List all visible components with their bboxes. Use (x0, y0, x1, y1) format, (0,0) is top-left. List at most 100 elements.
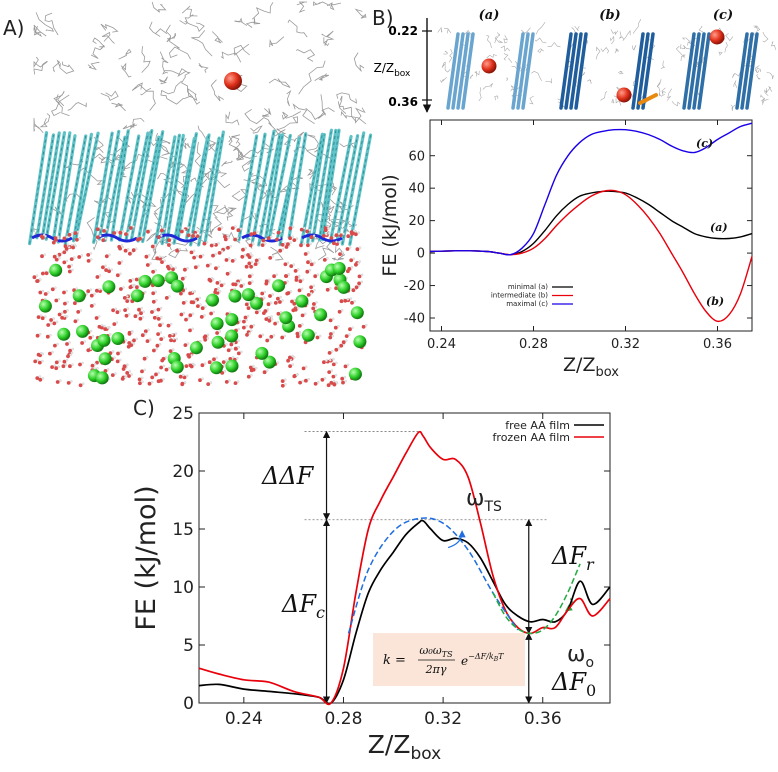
film-chain (263, 133, 285, 242)
water-oxygen (95, 288, 99, 293)
water-hydrogen (113, 356, 116, 359)
water-hydrogen (149, 262, 152, 265)
lipid-tail (295, 49, 316, 62)
water-hydrogen (291, 354, 294, 358)
y-tick-label: 60 (408, 149, 425, 164)
lipid-tail (268, 78, 291, 88)
snapshot-lipid (730, 104, 736, 111)
water-oxygen (332, 241, 336, 246)
snapshot-lipid (474, 70, 480, 77)
water-hydrogen (80, 254, 84, 257)
water-oxygen (129, 226, 133, 230)
water-hydrogen (170, 265, 173, 269)
lipid-tail (225, 111, 240, 126)
snapshot-lipid (508, 57, 513, 63)
water-oxygen (152, 348, 156, 353)
water-hydrogen (115, 321, 119, 324)
water-hydrogen (192, 249, 196, 253)
water-oxygen (61, 364, 66, 369)
lipid-tail (101, 31, 115, 44)
aa-film-molecules (28, 128, 373, 247)
water-oxygen (252, 231, 257, 236)
water-oxygen (357, 281, 361, 286)
chart-c-frame (198, 412, 611, 704)
water-oxygen (90, 363, 95, 368)
ion-sphere (170, 279, 184, 293)
water-oxygen (38, 290, 43, 295)
water-hydrogen (301, 278, 305, 281)
snapshot-lipid (761, 98, 766, 104)
water-hydrogen (348, 246, 352, 249)
water-hydrogen (297, 274, 301, 278)
water-hydrogen (41, 359, 44, 363)
water-hydrogen (38, 332, 42, 336)
film-chain-detail (36, 134, 54, 238)
snapshot-lipid (482, 83, 493, 90)
y-tick-label: 10 (172, 578, 194, 598)
water-hydrogen (195, 254, 198, 258)
water-hydrogen (307, 377, 310, 381)
ion-sphere (111, 332, 125, 345)
water-hydrogen (352, 229, 356, 232)
water-hydrogen (35, 274, 39, 277)
water-oxygen (183, 267, 187, 272)
water-oxygen (69, 257, 74, 261)
water-hydrogen (358, 260, 361, 263)
y-tick-label: 15 (172, 520, 194, 540)
water-oxygen (73, 319, 78, 324)
film-chain (237, 134, 259, 242)
water-hydrogen (135, 247, 138, 250)
water-oxygen (116, 351, 120, 356)
water-hydrogen (156, 315, 159, 318)
z-top-label: 0.22 (388, 24, 418, 38)
lipid-tail (55, 94, 70, 117)
water-oxygen (150, 244, 155, 249)
snapshot-chain (636, 32, 650, 110)
water-oxygen (251, 367, 256, 372)
legend-entry-label: intermediate (b) (491, 292, 548, 300)
water-hydrogen (312, 234, 316, 237)
water-oxygen (266, 302, 271, 307)
water-oxygen (192, 255, 197, 260)
water-hydrogen (184, 287, 188, 291)
water-hydrogen (159, 331, 162, 334)
water-hydrogen (38, 375, 42, 378)
snapshot-label-c: (c) (713, 8, 733, 23)
snapshot-lipid (661, 87, 666, 95)
water-hydrogen (303, 312, 307, 316)
water-oxygen (140, 333, 145, 338)
snapshot-lipid (658, 91, 665, 97)
water-hydrogen (315, 301, 318, 304)
water-oxygen (198, 254, 203, 259)
water-oxygen (334, 286, 338, 291)
chart-b-xlabel: Z/Zbox (563, 354, 619, 380)
water-hydrogen (99, 226, 102, 230)
snapshot-lipid (756, 67, 762, 73)
water-hydrogen (352, 257, 356, 261)
water-hydrogen (131, 278, 135, 281)
water-hydrogen (190, 353, 193, 357)
water-hydrogen (124, 338, 128, 342)
water-hydrogen (246, 314, 250, 318)
water-oxygen (239, 284, 244, 288)
omega-ts-label: ωTS (466, 486, 502, 515)
water-hydrogen (57, 365, 61, 368)
lipid-tail (233, 43, 250, 56)
water-oxygen (223, 237, 228, 242)
water-oxygen (77, 255, 82, 259)
water-oxygen (45, 334, 50, 339)
water-oxygen (123, 308, 127, 312)
water-oxygen (188, 313, 193, 318)
water-oxygen (261, 238, 266, 243)
water-hydrogen (54, 286, 57, 290)
water-oxygen (306, 243, 310, 248)
y-tick-label: 0 (417, 247, 425, 262)
water-oxygen (134, 277, 139, 282)
water-hydrogen (119, 350, 122, 354)
water-hydrogen (281, 299, 284, 302)
z-bottom-label: 0.36 (388, 95, 418, 109)
water-hydrogen (302, 242, 305, 246)
water-oxygen (40, 316, 45, 321)
water-oxygen (288, 236, 292, 241)
water-hydrogen (194, 233, 197, 236)
